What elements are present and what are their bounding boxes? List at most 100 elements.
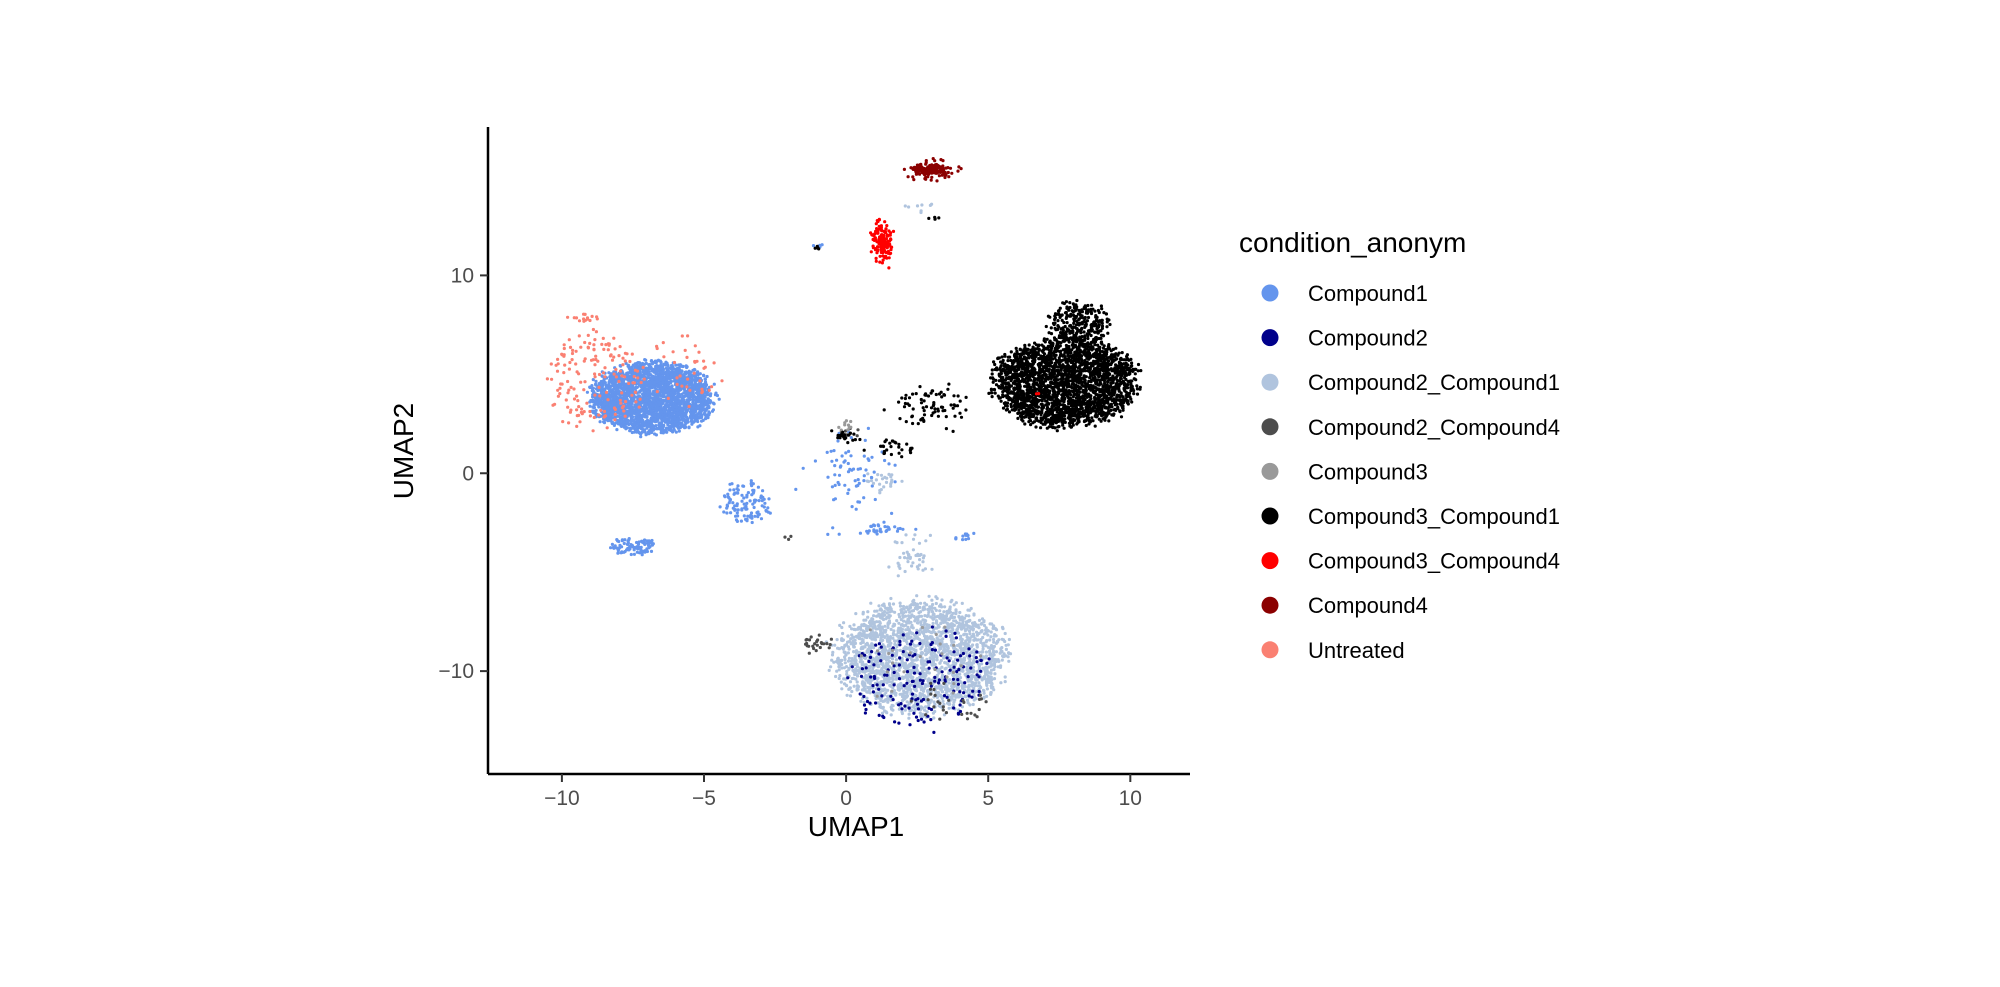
data-point <box>639 380 643 385</box>
data-point <box>873 497 877 502</box>
data-point <box>582 317 586 321</box>
data-point <box>657 368 661 372</box>
data-point <box>894 677 898 681</box>
data-point <box>984 650 989 654</box>
data-point <box>685 420 690 424</box>
data-point <box>842 621 846 625</box>
data-point <box>919 647 923 651</box>
data-point <box>624 400 628 404</box>
data-point <box>848 624 852 629</box>
data-point <box>556 357 560 361</box>
data-point <box>597 372 602 377</box>
data-point <box>617 421 621 425</box>
data-point <box>689 414 693 418</box>
data-point <box>549 362 553 366</box>
data-point <box>956 649 960 653</box>
data-point <box>692 416 696 420</box>
data-point <box>865 529 869 533</box>
data-point <box>893 463 897 467</box>
data-point <box>678 418 682 422</box>
data-point <box>726 492 730 496</box>
data-point <box>629 421 633 425</box>
data-point <box>676 391 680 395</box>
data-point <box>654 361 658 365</box>
data-point <box>572 397 577 401</box>
data-point <box>619 551 623 555</box>
data-point <box>614 375 619 379</box>
data-point <box>875 634 880 638</box>
data-point <box>611 387 616 392</box>
data-point <box>742 502 746 506</box>
data-point <box>931 610 935 614</box>
data-point <box>869 601 873 605</box>
data-point <box>954 608 958 612</box>
data-point <box>924 653 928 657</box>
data-point <box>658 410 662 414</box>
data-point <box>964 537 968 542</box>
data-point <box>602 409 607 414</box>
data-point <box>910 623 914 627</box>
data-point <box>683 426 687 430</box>
points-layer <box>545 157 1143 735</box>
data-point <box>912 643 917 648</box>
data-point <box>733 504 737 508</box>
data-point <box>647 539 651 543</box>
data-point <box>880 608 884 612</box>
data-point <box>644 433 648 437</box>
data-point <box>766 506 770 510</box>
data-point <box>959 694 963 698</box>
data-point <box>852 623 856 627</box>
data-point <box>617 354 621 358</box>
data-point <box>600 342 604 346</box>
data-point <box>866 610 870 614</box>
data-point <box>599 408 603 412</box>
data-point <box>594 330 599 334</box>
data-point <box>661 407 665 411</box>
data-point <box>610 542 615 547</box>
data-point <box>638 397 642 401</box>
data-point <box>643 396 647 400</box>
data-point <box>952 646 956 650</box>
data-point <box>851 467 856 471</box>
data-point <box>644 371 648 375</box>
data-point <box>663 420 668 424</box>
data-point <box>632 418 636 422</box>
data-point <box>654 427 658 431</box>
data-point <box>740 493 744 497</box>
data-point <box>575 424 579 428</box>
data-point <box>858 467 863 471</box>
data-point <box>862 454 866 458</box>
data-point <box>630 430 634 435</box>
data-point <box>918 693 922 697</box>
data-point <box>669 367 673 371</box>
data-point <box>992 624 996 628</box>
data-point <box>660 371 665 375</box>
data-point <box>638 389 642 393</box>
data-point <box>655 379 659 383</box>
data-point <box>767 497 771 501</box>
data-point <box>636 376 640 380</box>
data-point <box>625 390 629 394</box>
data-point <box>574 349 578 353</box>
data-point <box>698 424 702 428</box>
data-point <box>666 410 670 414</box>
data-point <box>600 389 604 393</box>
data-point <box>987 649 992 653</box>
data-point <box>614 367 618 372</box>
data-point <box>947 681 951 685</box>
data-point <box>1007 659 1011 663</box>
data-point <box>586 345 590 349</box>
data-point <box>835 638 839 642</box>
data-point <box>699 406 703 410</box>
data-point <box>630 352 634 356</box>
data-point <box>950 598 954 602</box>
data-point <box>644 403 649 407</box>
data-point <box>849 454 853 458</box>
data-point <box>632 552 637 556</box>
data-point <box>979 640 983 645</box>
data-point <box>833 643 837 647</box>
data-point <box>759 496 763 500</box>
data-point <box>974 624 978 628</box>
data-point <box>666 381 670 385</box>
data-point <box>602 402 607 406</box>
